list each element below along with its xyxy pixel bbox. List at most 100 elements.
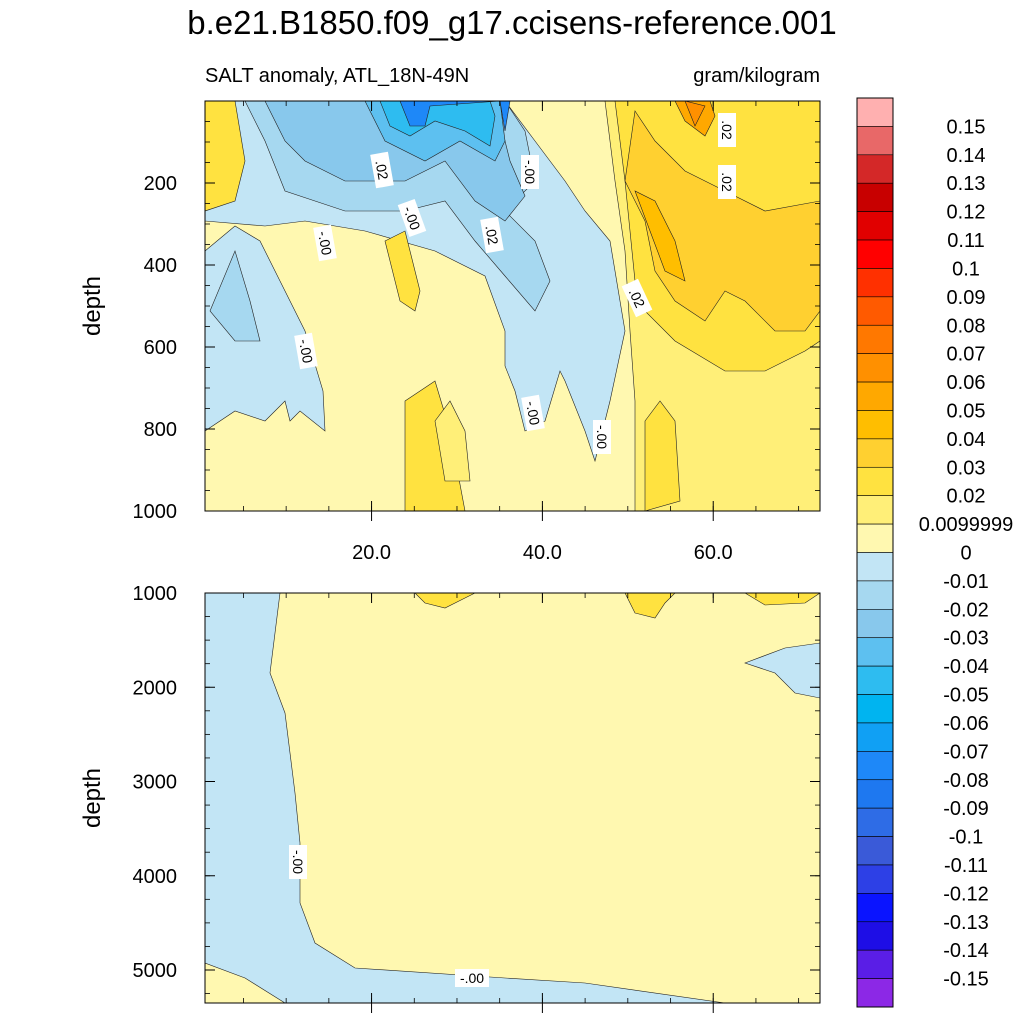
contour-label-text: .02 [719, 120, 735, 140]
contour-label: -.00 [521, 394, 545, 432]
colorbar-swatch [856, 495, 894, 525]
contour-label-bg [718, 113, 736, 147]
contour-label: -.00 [289, 845, 307, 879]
colorbar-swatch [856, 97, 894, 127]
colorbar-label: 0.03 [947, 457, 986, 479]
colorbar-swatch [856, 523, 894, 553]
contour-label-bg [718, 165, 736, 199]
colorbar-swatch [856, 893, 894, 923]
colorbar-label: 0.02 [947, 486, 986, 508]
colorbar-label: 0.13 [947, 173, 986, 195]
colorbar-label: 0.05 [947, 400, 986, 422]
contour-label-bg [397, 198, 427, 238]
colorbar-label: 0.12 [947, 202, 986, 224]
colorbar-swatch [856, 779, 894, 809]
contour-label: .02 [480, 216, 504, 254]
y-tick-label: 4000 [133, 866, 178, 888]
colorbar-label: 0.0099999 [919, 514, 1014, 536]
contour-label: .02 [621, 278, 653, 318]
contour-label-text: -.00 [315, 230, 335, 257]
contour-label-text: .02 [626, 286, 649, 311]
y-tick-label: 5000 [133, 960, 178, 982]
colorbar-swatch [856, 722, 894, 752]
colorbar-label: 0.15 [947, 116, 986, 138]
contour-label-text: -.00 [460, 970, 484, 986]
colorbar-label: -0.08 [943, 770, 989, 792]
colorbar-label: -0.01 [943, 571, 989, 593]
colorbar-label: -0.1 [949, 827, 983, 849]
colorbar-label: -0.14 [943, 940, 989, 962]
colorbar-swatch [856, 609, 894, 639]
contour-label: .02 [718, 113, 736, 147]
contour-label-text: -.00 [400, 204, 423, 232]
contour-label-bg [521, 394, 545, 432]
colorbar-swatch [856, 665, 894, 695]
contour-label: -.00 [397, 198, 427, 238]
contour-label-text: -.00 [290, 850, 306, 874]
contour-label: -.00 [455, 969, 489, 987]
contour-label: -.00 [313, 224, 337, 262]
contour-label-bg [289, 845, 307, 879]
colorbar-label: 0.14 [947, 145, 986, 167]
colorbar-swatch [856, 126, 894, 156]
contour-label-text: .02 [372, 159, 391, 181]
y-axis-label: depth [79, 276, 106, 336]
y-tick-label: 400 [144, 255, 177, 277]
x-tick-label: 20.0 [352, 542, 391, 564]
contour-label-bg [593, 420, 611, 454]
contour-label-text: -.00 [522, 160, 538, 184]
colorbar-swatch [856, 978, 894, 1008]
colorbar-swatch [856, 466, 894, 496]
colorbar-label: -0.11 [944, 855, 988, 877]
colorbar-label: 0.09 [947, 287, 986, 309]
contour-label: -.00 [521, 155, 539, 189]
colorbar-label: -0.05 [943, 685, 989, 707]
colorbar-swatch [856, 182, 894, 212]
colorbar-label: -0.12 [943, 883, 989, 905]
colorbar-label: 0.1 [952, 258, 980, 280]
colorbar-label: 0.06 [947, 372, 986, 394]
y-tick-label: 1000 [133, 583, 178, 605]
contour-label: .02 [370, 151, 394, 189]
y-tick-label: 800 [144, 419, 177, 441]
contour-label-text: .02 [719, 172, 735, 192]
contour-label-bg [621, 278, 653, 318]
colorbar-swatch [856, 949, 894, 979]
colorbar-swatch [856, 836, 894, 866]
colorbar-swatch [856, 410, 894, 440]
colorbar-swatch [856, 864, 894, 894]
contour-label: -.00 [294, 332, 318, 370]
x-tick-label: 60.0 [694, 542, 733, 564]
colorbar-swatch [856, 239, 894, 269]
colorbar-swatch [856, 637, 894, 667]
colorbar-label: 0.08 [947, 315, 986, 337]
colorbar-frame [856, 97, 894, 1008]
y-tick-label: 600 [144, 337, 177, 359]
contour-label-text: -.00 [523, 400, 543, 427]
colorbar-label: -0.06 [943, 713, 989, 735]
chart-subtitle-left: SALT anomaly, ATL_18N-49N [205, 65, 469, 87]
chart-subtitle-right: gram/kilogram [693, 65, 820, 87]
colorbar-label: 0 [960, 543, 971, 565]
colorbar-label: 0.07 [947, 344, 986, 366]
contour-label-text: -.00 [594, 425, 610, 449]
colorbar-swatch [856, 580, 894, 610]
y-tick-label: 3000 [133, 772, 178, 794]
colorbar-swatch [856, 353, 894, 383]
contour-label-bg [455, 969, 489, 987]
colorbar-swatch [856, 921, 894, 951]
y-tick-label: 1000 [133, 501, 178, 523]
contour-label: -.00 [593, 420, 611, 454]
colorbar-swatch [856, 381, 894, 411]
colorbar-swatch [856, 438, 894, 468]
colorbar-label: -0.03 [943, 628, 989, 650]
y-tick-label: 200 [144, 173, 177, 195]
colorbar-swatch [856, 324, 894, 354]
colorbar-label: 0.11 [947, 230, 984, 252]
contour-label-bg [370, 151, 394, 189]
colorbar-label: -0.04 [943, 656, 989, 678]
colorbar-label: 0.04 [947, 429, 986, 451]
y-axis-label: depth [79, 768, 106, 828]
colorbar-swatch [856, 694, 894, 724]
colorbar-label: -0.07 [943, 741, 989, 763]
